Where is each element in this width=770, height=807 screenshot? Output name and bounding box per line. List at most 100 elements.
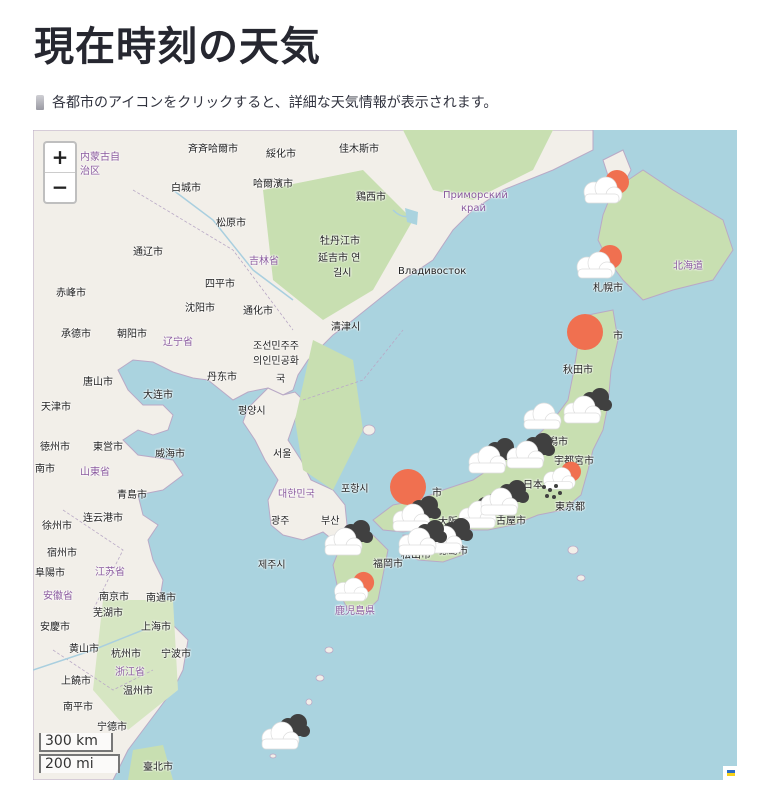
map-label: 连云港市 [83,513,123,524]
map-label: 黄山市 [69,644,99,655]
map-label: 南通市 [146,593,176,604]
map-label: 承德市 [61,329,91,340]
map-label: 鶏西市 [356,192,386,203]
map-label: 국 [276,374,286,385]
zoom-out-button[interactable]: − [45,172,75,202]
map-label: 辽宁省 [163,337,193,348]
map-label: 日本 [523,480,543,491]
weather-marker[interactable] [321,520,373,556]
map-label: 부산 [321,516,340,527]
scale-bar-km: 300 km [39,733,113,752]
map-label: 安徽省 [43,591,73,602]
map-label: 대한민국 [278,489,315,500]
map-label: 市 [432,488,442,499]
sun-cloud-icon [583,170,629,204]
page-title: 現在時刻の天気 [34,24,321,70]
map-label: 通化市 [243,306,273,317]
map-label: 芜湖市 [93,608,123,619]
map-label: 山東省 [80,467,110,478]
map-label: 温州市 [123,686,153,697]
map-label: 丹东市 [207,372,237,383]
dark-cloud-icon [480,480,529,516]
map-label: 大连市 [143,390,173,401]
weather-marker[interactable] [520,400,564,430]
map-label: 松原市 [216,218,246,229]
ukraine-flag-icon[interactable] [723,766,737,780]
dark-cloud-icon [398,520,447,556]
weather-marker[interactable] [573,243,623,279]
map-label: 東京都 [555,502,585,513]
map-label: 威海市 [155,449,185,460]
map-label: 阜陽市 [35,568,65,579]
map-label: 上海市 [141,622,171,633]
info-text: 各都市のアイコンをクリックすると、詳細な天気情報が表示されます。 [52,95,498,111]
map-label: 延吉市 연 [318,253,361,264]
map-label: 新潟市 [538,437,568,448]
weather-marker[interactable] [538,482,564,504]
dark-cloud-icon [324,520,373,556]
map-label: 조선민주주 [253,341,299,352]
map-label: 天津市 [41,402,71,413]
dark-cloud-icon [261,714,310,750]
map-label: 市 [613,331,623,342]
map-label: 朝阳市 [117,329,147,340]
map-label: 東営市 [93,442,123,453]
map-label: 福岡市 [373,559,403,570]
map-label: 宿州市 [47,548,77,559]
map-label: Приморский [443,190,508,201]
weather-marker[interactable] [566,313,604,351]
map-label: 斉斉哈爾市 [188,144,238,155]
map-label: 白城市 [171,183,201,194]
weather-marker[interactable] [477,480,529,516]
map-label: 名古屋市 [486,516,526,527]
map-label: 札幌市 [593,283,623,294]
map-label: край [461,203,487,214]
map-label: 南平市 [63,702,93,713]
zoom-control: + − [43,141,77,204]
weather-marker[interactable] [560,388,612,424]
weather-marker[interactable] [258,714,310,750]
map-label: 浙江省 [115,667,145,678]
dark-cloud-icon [563,388,612,424]
weather-marker[interactable] [503,433,555,469]
map-label: 제주시 [258,560,286,571]
map-label: 宇都宮市 [554,456,594,467]
map-label: 徐州市 [42,521,72,532]
map-label: 松山市 [401,550,431,561]
weather-map[interactable]: 内蒙古自 治区 斉斉哈爾市 綏化市 佳木斯市 白城市 哈爾濱市 鶏西市 Прим… [33,130,737,780]
weather-marker[interactable] [539,460,583,490]
sun-cloud-icon [543,461,581,490]
map-label: 臺北市 [143,762,173,773]
dark-cloud-icon [506,433,555,469]
sun-cloud-icon [576,245,622,279]
map-label: 秋田市 [563,365,593,376]
map-label: 南市 [35,464,55,475]
map-label: 杭州市 [111,649,141,660]
weather-marker[interactable] [395,520,447,556]
map-label: 南京市 [99,592,129,603]
scale-bar-mi: 200 mi [39,754,120,773]
map-label: 포항시 [341,484,369,495]
map-label: 清津시 [331,322,361,333]
weather-marker[interactable] [580,168,630,204]
map-label: 哈爾濱市 [253,179,293,190]
weather-marker[interactable] [389,468,427,506]
map-label: 鹿児島県 [335,606,375,617]
map-label: 安慶市 [40,622,70,633]
hokkaido-landmass [597,169,734,301]
map-label: 綏化市 [266,149,296,160]
map-label: 宁波市 [161,649,191,660]
weather-marker[interactable] [331,570,375,602]
zoom-in-button[interactable]: + [51,145,69,169]
map-label: 治区 [80,166,100,177]
map-label: 赤峰市 [56,288,86,299]
map-label: 佳木斯市 [339,144,379,155]
map-label: 吉林省 [249,256,279,267]
map-label: 沈阳市 [185,303,215,314]
map-label: 평양시 [238,406,266,417]
map-label: 唐山市 [83,377,113,388]
map-label: 의인민공화 [253,356,299,367]
map-label: 青島市 [117,490,147,501]
map-label: 江苏省 [95,567,125,578]
map-label: 길시 [333,268,352,279]
